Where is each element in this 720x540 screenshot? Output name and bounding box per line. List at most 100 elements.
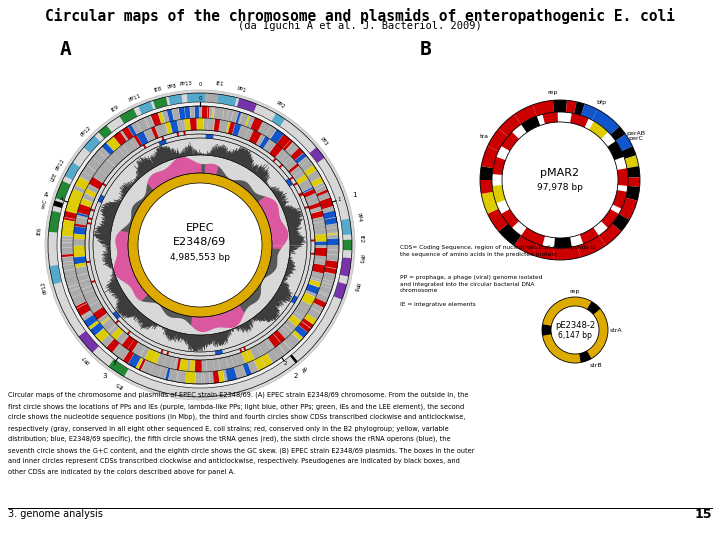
Wedge shape (181, 315, 182, 319)
Wedge shape (158, 325, 160, 326)
Wedge shape (153, 301, 155, 303)
Wedge shape (261, 312, 270, 322)
Wedge shape (176, 132, 179, 137)
Wedge shape (148, 160, 153, 168)
Wedge shape (140, 157, 149, 171)
Wedge shape (245, 115, 251, 127)
Wedge shape (261, 311, 271, 322)
Wedge shape (286, 213, 301, 218)
Wedge shape (268, 215, 279, 220)
Wedge shape (265, 126, 276, 139)
Wedge shape (167, 310, 170, 315)
Wedge shape (112, 279, 117, 281)
Wedge shape (210, 164, 212, 174)
Wedge shape (137, 177, 139, 179)
Wedge shape (280, 202, 286, 205)
Wedge shape (127, 279, 137, 285)
Wedge shape (223, 173, 225, 177)
Wedge shape (202, 317, 204, 332)
Wedge shape (274, 296, 284, 302)
Wedge shape (115, 239, 128, 241)
Wedge shape (205, 317, 207, 332)
Wedge shape (176, 313, 177, 318)
Wedge shape (272, 189, 275, 192)
Wedge shape (142, 295, 148, 301)
Wedge shape (207, 164, 209, 173)
Text: PP8: PP8 (167, 83, 177, 90)
Wedge shape (165, 328, 166, 332)
Wedge shape (276, 292, 289, 300)
Wedge shape (117, 253, 128, 254)
Wedge shape (224, 313, 230, 328)
Wedge shape (258, 288, 261, 291)
Wedge shape (223, 146, 226, 158)
Text: 15: 15 (695, 508, 712, 521)
Wedge shape (269, 302, 278, 309)
Wedge shape (150, 299, 153, 302)
Text: PP1: PP1 (236, 86, 247, 93)
Wedge shape (135, 204, 139, 207)
Wedge shape (225, 313, 230, 328)
Wedge shape (172, 150, 175, 159)
Wedge shape (148, 179, 156, 188)
Wedge shape (271, 236, 288, 238)
Wedge shape (161, 171, 166, 181)
Wedge shape (244, 323, 248, 330)
Wedge shape (127, 124, 137, 137)
Wedge shape (166, 310, 169, 315)
Wedge shape (260, 284, 261, 285)
Wedge shape (265, 307, 277, 318)
Wedge shape (214, 334, 216, 347)
Wedge shape (264, 308, 276, 320)
Wedge shape (228, 330, 230, 335)
Wedge shape (257, 288, 261, 291)
Wedge shape (154, 301, 156, 303)
Wedge shape (266, 273, 270, 275)
Wedge shape (178, 150, 180, 157)
Wedge shape (171, 331, 174, 341)
Wedge shape (262, 201, 275, 208)
Wedge shape (117, 200, 121, 202)
Wedge shape (261, 199, 271, 206)
Wedge shape (133, 205, 138, 208)
Wedge shape (219, 333, 222, 345)
Wedge shape (323, 272, 336, 282)
Wedge shape (117, 251, 128, 252)
Wedge shape (185, 316, 186, 320)
Text: PP = prophage, a phage (viral) genome isolated
and integrated into the circular : PP = prophage, a phage (viral) genome is… (400, 275, 542, 293)
Wedge shape (113, 131, 127, 146)
Wedge shape (188, 334, 190, 350)
Wedge shape (109, 201, 119, 207)
Wedge shape (243, 182, 247, 187)
Wedge shape (117, 247, 128, 248)
Wedge shape (481, 192, 498, 214)
Wedge shape (168, 330, 171, 339)
Wedge shape (103, 210, 115, 215)
Wedge shape (283, 207, 292, 211)
Wedge shape (182, 315, 184, 319)
Wedge shape (181, 157, 186, 174)
Wedge shape (170, 357, 176, 369)
Wedge shape (265, 207, 278, 214)
Wedge shape (143, 197, 145, 199)
Wedge shape (174, 313, 176, 318)
Wedge shape (114, 200, 120, 203)
Wedge shape (134, 287, 142, 293)
Wedge shape (209, 316, 211, 330)
Wedge shape (239, 306, 244, 313)
Wedge shape (271, 254, 278, 255)
Wedge shape (131, 218, 133, 219)
Wedge shape (171, 331, 174, 340)
Wedge shape (222, 108, 229, 121)
Wedge shape (194, 149, 195, 155)
Wedge shape (104, 205, 117, 211)
Wedge shape (138, 176, 140, 178)
Wedge shape (145, 296, 150, 302)
Wedge shape (194, 161, 195, 173)
Wedge shape (177, 314, 179, 318)
Wedge shape (120, 274, 134, 280)
Wedge shape (117, 256, 129, 258)
Wedge shape (267, 214, 279, 219)
Wedge shape (313, 221, 325, 226)
Wedge shape (105, 260, 112, 261)
